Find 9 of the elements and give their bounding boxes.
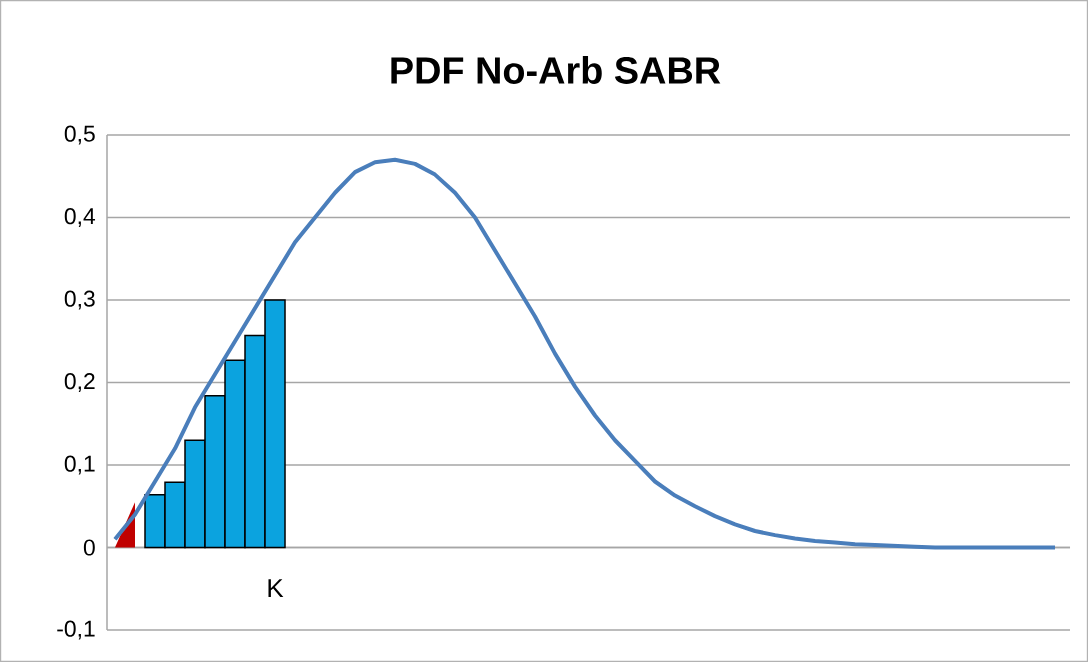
y-tick-label: 0,5 <box>64 125 95 145</box>
y-tick-label: 0,4 <box>64 208 96 227</box>
y-tick-label: 0 <box>83 539 95 556</box>
y-tick-label: -0,1 <box>57 620 95 640</box>
y-tick-label: 0,3 <box>64 290 95 310</box>
annotation: K <box>268 579 284 598</box>
y-tick-label: 0,2 <box>64 373 95 392</box>
y-tick-label: 0,1 <box>64 455 95 475</box>
chart-title: PDF No-Arb SABR <box>391 56 721 84</box>
